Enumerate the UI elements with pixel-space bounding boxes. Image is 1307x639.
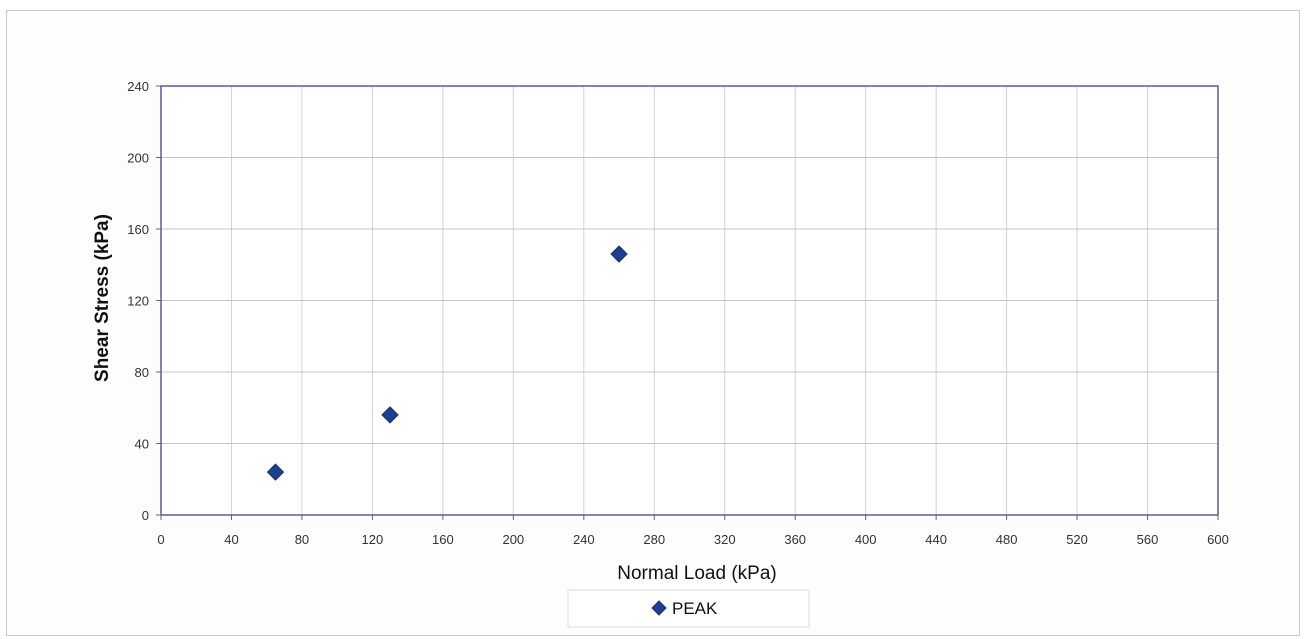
y-tick-label: 240 bbox=[127, 79, 149, 94]
x-tick-label: 600 bbox=[1207, 532, 1229, 547]
legend-box bbox=[567, 589, 810, 628]
x-axis-title: Normal Load (kPa) bbox=[617, 563, 776, 584]
x-tick-label: 240 bbox=[573, 532, 595, 547]
y-tick-label: 160 bbox=[127, 222, 149, 237]
x-axis-ticks: 0 40 80 120 160 200 240 280 320 360 400 440 480 520 56… bbox=[157, 515, 1229, 547]
gridlines bbox=[161, 86, 1218, 515]
y-axis-ticks: 0 40 80 120 160 200 240 bbox=[127, 79, 161, 523]
x-tick-label: 280 bbox=[643, 532, 665, 547]
x-tick-label: 440 bbox=[925, 532, 947, 547]
x-tick-label: 0 bbox=[157, 532, 164, 547]
x-tick-label: 160 bbox=[432, 532, 454, 547]
y-tick-label: 80 bbox=[135, 365, 149, 380]
x-tick-label: 40 bbox=[224, 532, 238, 547]
data-points bbox=[266, 245, 628, 481]
data-point-diamond bbox=[266, 463, 285, 481]
legend-marker-diamond-icon bbox=[651, 600, 667, 616]
x-tick-label: 80 bbox=[295, 532, 309, 547]
data-point-diamond bbox=[610, 245, 628, 263]
x-tick-label: 480 bbox=[996, 532, 1018, 547]
legend-label: PEAK bbox=[672, 599, 718, 618]
data-point-diamond bbox=[381, 406, 399, 424]
x-tick-label: 360 bbox=[784, 532, 806, 547]
x-tick-label: 120 bbox=[362, 532, 384, 547]
y-tick-label: 200 bbox=[127, 151, 149, 166]
x-tick-label: 400 bbox=[855, 532, 877, 547]
y-axis-title: Shear Stress (kPa) bbox=[92, 214, 113, 382]
x-tick-label: 320 bbox=[714, 532, 736, 547]
legend: PEAK bbox=[567, 589, 810, 628]
x-tick-label: 520 bbox=[1066, 532, 1088, 547]
x-tick-label: 200 bbox=[502, 532, 524, 547]
x-tick-label: 560 bbox=[1137, 532, 1159, 547]
y-tick-label: 40 bbox=[135, 437, 149, 452]
y-tick-label: 120 bbox=[127, 294, 149, 309]
y-tick-label: 0 bbox=[142, 508, 149, 523]
